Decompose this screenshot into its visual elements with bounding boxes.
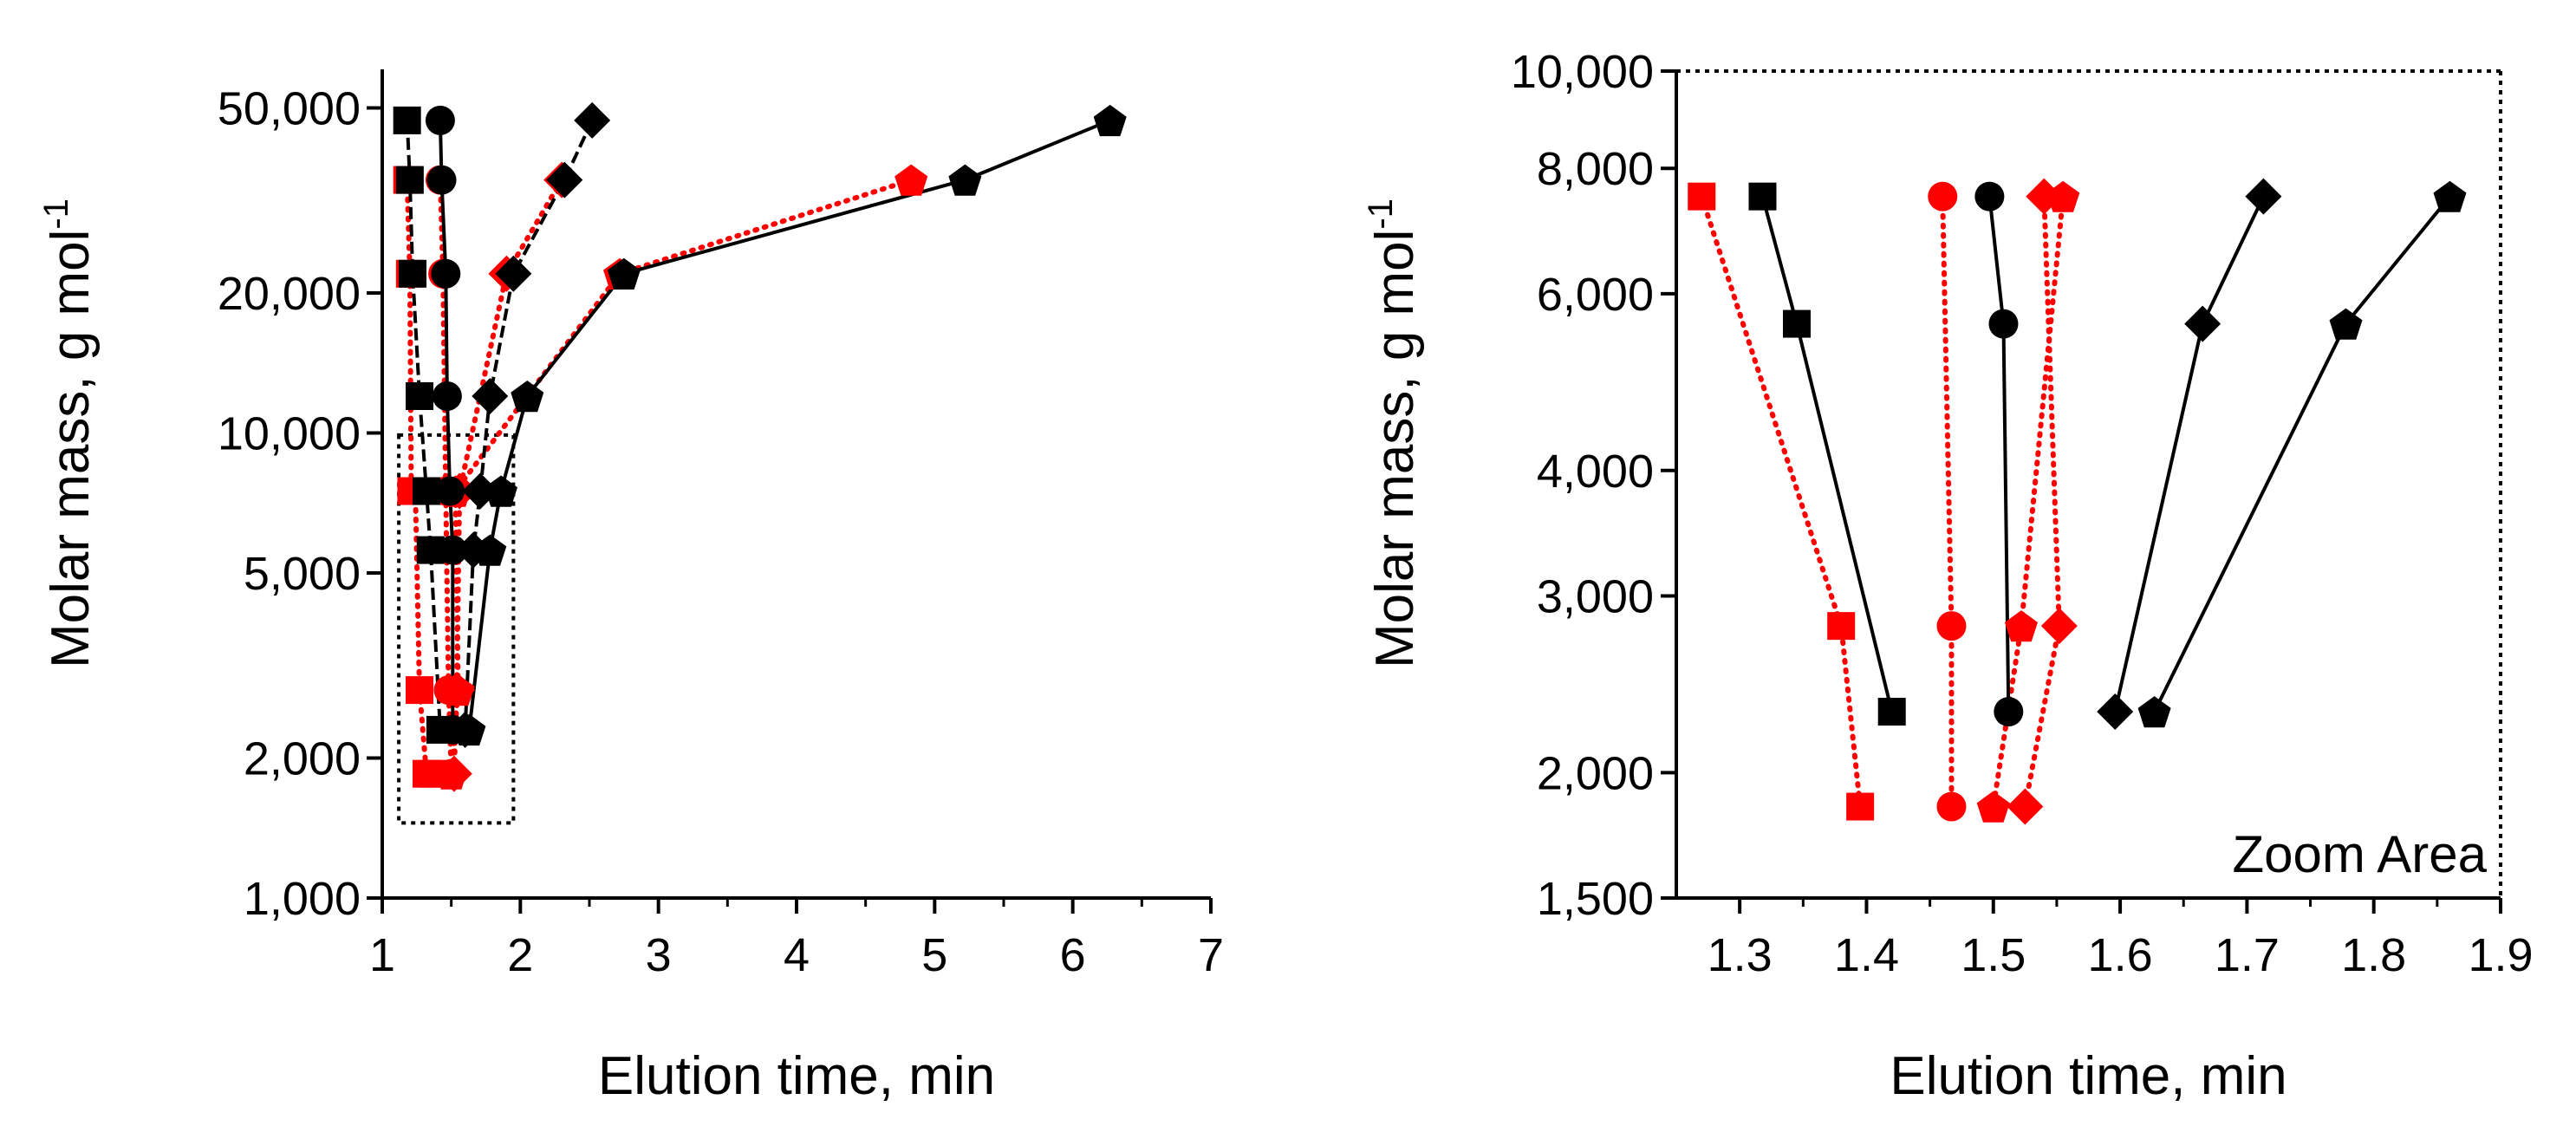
data-point-circle-red	[1936, 791, 1967, 822]
data-point-circle-black	[432, 381, 462, 412]
x-tick-label: 1.3	[1708, 929, 1773, 981]
x-tick-label: 7	[1198, 929, 1224, 981]
y-axis-label-superscript: -1	[37, 199, 75, 230]
x-tick-label: 1.8	[2341, 929, 2406, 981]
data-point-circle-red	[1928, 181, 1958, 212]
data-point-pentagon-red	[2046, 180, 2080, 212]
data-point-circle-black	[438, 535, 468, 565]
x-tick-label: 6	[1060, 929, 1086, 981]
y-axis-label-main: Molar mass, g mol	[41, 230, 101, 668]
x-tick-label: 4	[784, 929, 810, 981]
y-tick-label: 10,000	[218, 407, 361, 459]
data-point-square-red	[1688, 182, 1716, 211]
data-point-pentagon-red	[894, 164, 928, 196]
y-axis-label: Molar mass, g mol-1	[37, 199, 101, 668]
data-point-square-black	[393, 106, 421, 134]
data-point-diamond-black	[472, 378, 509, 415]
y-tick-label: 20,000	[218, 268, 361, 320]
data-point-pentagon-black	[607, 257, 641, 290]
x-tick-label: 1.5	[1961, 929, 2026, 981]
data-point-pentagon-black	[473, 534, 507, 566]
y-tick-label: 2,000	[244, 732, 361, 784]
y-tick-label: 5,000	[244, 548, 361, 600]
y-axis-label: Molar mass, g mol-1	[1362, 199, 1425, 668]
data-point-pentagon-red	[1976, 791, 2010, 823]
data-point-pentagon-red	[2004, 610, 2038, 642]
data-point-pentagon-black	[511, 381, 544, 413]
data-point-square-black	[1748, 182, 1777, 211]
data-point-square-black	[1782, 309, 1811, 338]
data-point-diamond-black	[2097, 693, 2134, 731]
x-tick-label: 2	[507, 929, 533, 981]
data-point-square-red	[1846, 792, 1875, 821]
data-point-square-black	[1877, 698, 1906, 726]
data-point-square-black	[399, 259, 427, 288]
data-point-circle-black	[1974, 181, 2005, 212]
y-tick-label: 3,000	[1537, 570, 1654, 622]
y-tick-label: 10,000	[1511, 46, 1654, 98]
data-point-circle-black	[435, 476, 465, 506]
series-markers	[1688, 178, 2467, 825]
y-axis-label-main: Molar mass, g mol	[1365, 230, 1425, 668]
data-point-diamond-black	[546, 161, 583, 199]
x-tick-label: 3	[646, 929, 672, 981]
data-point-diamond-red	[2007, 788, 2044, 825]
data-point-circle-black	[1994, 697, 2024, 727]
data-point-pentagon-black	[2137, 696, 2171, 728]
data-point-diamond-red	[439, 672, 476, 709]
data-point-pentagon-black	[2329, 308, 2363, 340]
y-tick-label: 6,000	[1537, 269, 1654, 321]
data-point-diamond-black	[574, 101, 611, 139]
data-point-diamond-red	[435, 755, 472, 792]
data-point-circle-black	[426, 165, 457, 195]
data-point-circle-black	[425, 105, 455, 135]
data-point-diamond-black	[495, 255, 532, 292]
x-tick-label: 5	[921, 929, 947, 981]
data-point-pentagon-black	[1093, 104, 1127, 137]
data-point-circle-black	[431, 258, 461, 289]
zoom-area-box	[397, 433, 516, 825]
y-tick-label: 2,000	[1537, 747, 1654, 799]
right-chart-zoom: 1.3 1.4 1.5 1.6 1.7 1.8 1.9 1,500 2,000 3,000 4,00…	[1362, 46, 2534, 1106]
data-point-pentagon-black	[2433, 180, 2467, 212]
y-axis-label-superscript: -1	[1362, 199, 1400, 230]
data-point-diamond-black	[2245, 178, 2282, 215]
data-point-pentagon-black	[485, 475, 517, 507]
data-point-pentagon-black	[452, 713, 486, 746]
data-point-pentagon-black	[948, 164, 982, 196]
y-tick-label: 1,000	[244, 873, 361, 925]
data-point-square-red	[406, 676, 434, 705]
data-point-square-black	[395, 166, 424, 194]
y-tick-label: 8,000	[1537, 143, 1654, 195]
series-line-pentagon-red	[448, 177, 914, 777]
x-axis-label: Elution time, min	[1890, 1046, 2287, 1106]
x-tick-label: 1	[369, 929, 395, 981]
left-chart: 1 2 3 4 5 6 7 1,000 2,000 5,000 10,000 20,000 50,000…	[37, 69, 1224, 1106]
data-point-diamond-red	[2026, 178, 2063, 215]
data-point-circle-black	[1988, 309, 2019, 339]
data-point-circle-red	[1936, 611, 1967, 641]
x-tick-label: 1.6	[2088, 929, 2153, 981]
x-tick-label: 1.7	[2215, 929, 2280, 981]
series-markers	[393, 101, 1127, 792]
x-axis-label: Elution time, min	[598, 1046, 995, 1106]
y-tick-label: 50,000	[218, 82, 361, 134]
data-point-diamond-red	[2040, 608, 2078, 645]
data-point-square-red	[1827, 612, 1856, 641]
data-point-square-black	[406, 382, 434, 411]
data-point-diamond-black	[2184, 305, 2221, 342]
y-tick-label: 4,000	[1537, 446, 1654, 498]
y-tick-label: 1,500	[1537, 873, 1654, 925]
x-tick-label: 1.4	[1834, 929, 1899, 981]
x-tick-label: 1.9	[2468, 929, 2533, 981]
zoom-area-annotation: Zoom Area	[2233, 825, 2488, 883]
